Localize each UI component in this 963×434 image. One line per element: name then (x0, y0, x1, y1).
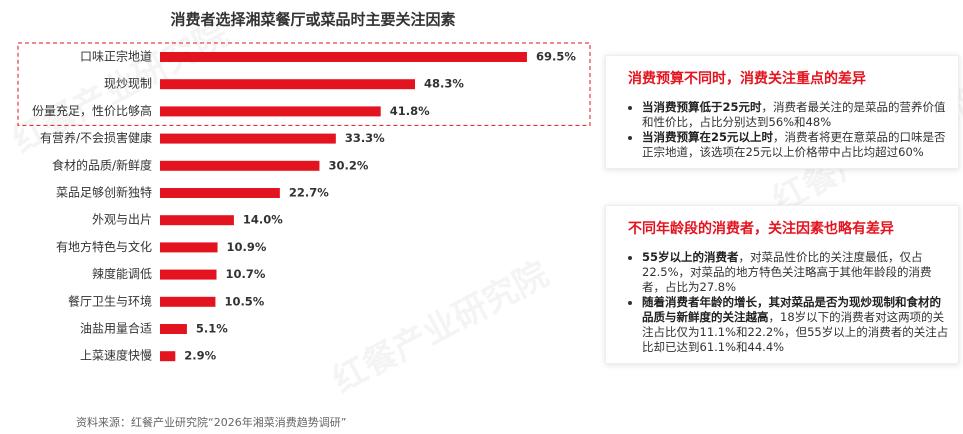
note-bold: 随着消费者年龄的增长，其对菜品是否为现炒现制和食材的品质与新鲜度的关注越高 (642, 295, 941, 324)
note-title: 不同年龄段的消费者，关注因素也略有差异 (628, 221, 894, 237)
category-label: 有地方特色与文化 (56, 239, 152, 254)
note-box: 不同年龄段的消费者，关注因素也略有差异 55岁以上的消费者，对菜品性价比的关注度最… (605, 205, 959, 364)
value-label: 10.5% (224, 294, 264, 308)
note-bullet: 当消费预算低于25元时，消费者最关注的是菜品的营养价值和性价比，占比分别达到56… (642, 100, 950, 130)
value-label: 10.7% (225, 267, 265, 281)
note-title: 消费预算不同时，消费关注重点的差异 (628, 71, 866, 87)
bar (160, 52, 527, 62)
chart: 消费者选择湘菜餐厅或菜品时主要关注因素 口味正宗地道 69.5% 现炒现制 48.3%… (17, 11, 591, 363)
note-text: ，对菜品性价比的关注度最低，仅占22.5%，对菜品的地方特色关注略高于其他年龄段… (642, 250, 932, 294)
note-list: 当消费预算低于25元时，消费者最关注的是菜品的营养价值和性价比，占比分别达到56… (616, 100, 950, 160)
bar (160, 296, 216, 307)
value-label: 33.3% (345, 131, 385, 145)
note-box: 消费预算不同时，消费关注重点的差异当消费预算低于25元时，消费者最关注的是菜品的… (605, 55, 959, 169)
category-label: 外观与出片 (92, 213, 152, 227)
value-label: 22.7% (289, 186, 329, 200)
value-label: 2.9% (184, 349, 216, 363)
category-label: 上菜速度快慢 (80, 348, 152, 363)
note-text: ，消费者将更在意菜品的口味是否正宗地道，该选项在25元以上价格带中占比均超过60… (642, 130, 946, 159)
note-text: ，18岁以下的消费者对这两项的关注占比仅为11.1%和22.2%，但55岁以上的… (642, 310, 949, 354)
category-label: 辣度能调低 (92, 266, 152, 281)
bar (160, 351, 176, 362)
source: 资料来源：红餐产业研究院“2026年湘菜消费趋势调研” (76, 416, 347, 429)
bar (160, 324, 187, 334)
bar (160, 242, 218, 253)
highlight-box (17, 42, 591, 126)
value-label: 5.1% (196, 322, 228, 336)
bar (160, 106, 381, 117)
bar (160, 269, 217, 280)
bar (160, 133, 336, 144)
note-bullet: 当消费预算在25元以上时，消费者将更在意菜品的口味是否正宗地道，该选项在25元以… (642, 130, 950, 160)
note-list: 55岁以上的消费者，对菜品性价比的关注度最低，仅占22.5%，对菜品的地方特色关… (616, 250, 950, 355)
category-label: 油盐用量合适 (80, 321, 152, 336)
note-bullet: 随着消费者年龄的增长，其对菜品是否为现炒现制和食材的品质与新鲜度的关注越高，18… (642, 295, 950, 355)
value-label: 10.9% (227, 240, 267, 254)
bar (160, 79, 416, 90)
bar (160, 188, 280, 198)
bar (160, 160, 320, 171)
category-label: 餐厅卫生与环境 (68, 293, 152, 308)
category-label: 菜品足够创新独特 (56, 185, 152, 200)
value-label: 69.5% (536, 50, 576, 64)
chart-title: 消费者选择湘菜餐厅或菜品时主要关注因素 (170, 11, 455, 29)
note-bold: 当消费预算低于25元时 (642, 100, 762, 114)
value-label: 14.0% (243, 213, 283, 227)
category-label: 食材的品质/新鲜度 (52, 157, 152, 172)
category-label: 现炒现制 (104, 77, 152, 91)
value-label: 41.8% (390, 104, 430, 118)
value-label: 48.3% (424, 77, 464, 91)
bar (160, 215, 234, 226)
note-bold: 当消费预算在25元以上时 (642, 130, 774, 144)
category-label: 份量充足，性价比够高 (32, 103, 152, 118)
note-bullet: 55岁以上的消费者，对菜品性价比的关注度最低，仅占22.5%，对菜品的地方特色关… (642, 250, 950, 295)
note-bold: 55岁以上的消费者 (642, 250, 739, 264)
value-label: 30.2% (328, 158, 368, 172)
note-text: ，消费者最关注的是菜品的营养价值和性价比，占比分别达到56%和48% (642, 100, 946, 129)
category-label: 有营养/不会损害健康 (40, 130, 152, 145)
category-label: 口味正宗地道 (80, 49, 152, 64)
